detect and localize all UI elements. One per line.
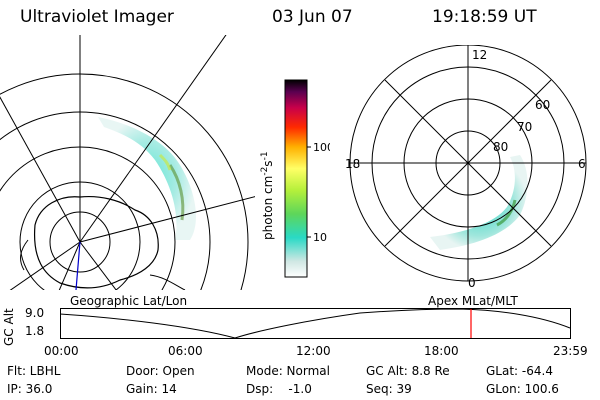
timeline-ylabel: GC Alt (2, 308, 16, 346)
mlat-label-70: 70 (517, 120, 532, 134)
geographic-map (0, 35, 255, 290)
xtick-1200: 12:00 (296, 344, 331, 358)
info-door: Door: Open (126, 364, 195, 378)
info-mode: Mode: Normal (246, 364, 330, 378)
mlt-label-18: 18 (345, 157, 360, 171)
xtick-1800: 18:00 (424, 344, 459, 358)
apex-label: Apex MLat/MLT (428, 294, 518, 308)
aurora-oval-right (430, 155, 528, 250)
info-dsp: Dsp: -1.0 (246, 382, 312, 396)
mlt-label-0: 0 (468, 276, 476, 290)
colorbar-gradient (284, 79, 308, 278)
mlat-mlt-polar-plot: 12 6 0 18 60 70 80 (345, 45, 587, 290)
info-glon: GLon: 100.6 (486, 382, 559, 396)
mlt-label-12: 12 (472, 48, 487, 62)
aurora-oval-left (98, 117, 196, 240)
geographic-label: Geographic Lat/Lon (70, 294, 188, 308)
info-ip: IP: 36.0 (7, 382, 53, 396)
mlt-label-6: 6 (578, 157, 586, 171)
colorbar: 100 10 (284, 79, 330, 278)
mlat-label-60: 60 (535, 98, 550, 112)
info-gcalt: GC Alt: 8.8 Re (366, 364, 450, 378)
date-label: 03 Jun 07 (272, 7, 353, 27)
info-seq: Seq: 39 (366, 382, 412, 396)
instrument-title: Ultraviolet Imager (20, 7, 174, 27)
colorbar-tick-100: 100 (313, 141, 330, 154)
mlat-label-80: 80 (493, 140, 508, 154)
colorbar-tick-10: 10 (313, 231, 327, 244)
xtick-0000: 00:00 (44, 344, 79, 358)
info-gain: Gain: 14 (126, 382, 177, 396)
xtick-0600: 06:00 (168, 344, 203, 358)
local-meridian-line (75, 241, 81, 290)
time-label: 19:18:59 UT (432, 7, 537, 27)
info-flt: Flt: LBHL (7, 364, 61, 378)
ytick-9: 9.0 (25, 306, 45, 320)
info-glat: GLat: -64.4 (486, 364, 553, 378)
colorbar-unit-label: photon cm-2s-1 (260, 151, 275, 240)
altitude-timeline (60, 308, 571, 339)
altitude-curve (60, 308, 571, 339)
ytick-1.8: 1.8 (25, 324, 45, 338)
xtick-2359: 23:59 (553, 344, 588, 358)
